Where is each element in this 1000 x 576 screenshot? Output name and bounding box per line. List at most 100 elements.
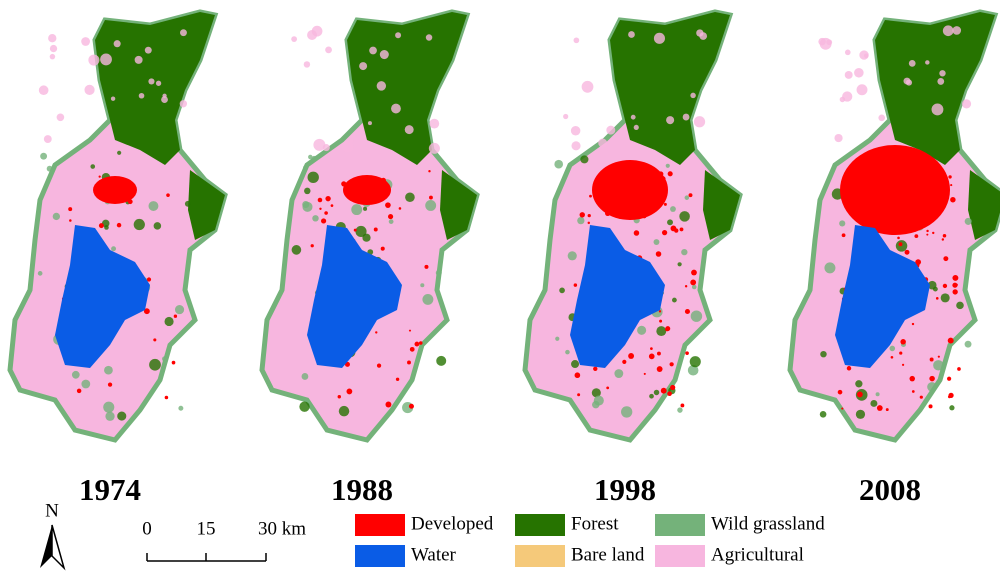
developed-patch [606,386,610,390]
developed-patch [660,176,666,181]
patch [90,164,96,169]
patch [52,212,61,221]
developed-patch [325,195,331,202]
patch [49,53,56,60]
developed-patch [577,393,581,397]
patch [341,140,354,153]
developed-patch [688,193,693,198]
legend-swatch [515,545,565,567]
developed-patch [414,341,420,347]
patch [682,113,690,121]
patch [854,67,864,78]
developed-area [93,176,137,204]
developed-patch [950,197,956,203]
patch [40,152,48,160]
patch [363,206,368,211]
patch [144,46,152,54]
developed-patch [429,195,433,200]
patch [653,239,660,245]
lake [570,225,665,368]
patch [308,154,313,160]
developed-area [592,160,668,220]
developed-patch [931,204,935,207]
patch [148,201,159,212]
patch [940,293,950,303]
developed-patch [670,384,676,391]
land-use-map: 1998 [522,9,743,507]
patch [311,155,317,161]
patch [81,37,91,46]
developed-patch [635,200,639,204]
lake [55,225,150,368]
patch [46,165,53,172]
patch [56,113,65,122]
developed-patch [324,211,328,215]
developed-patch [901,363,905,366]
patch [939,70,946,77]
patch [834,133,843,143]
developed-patch [915,259,922,266]
patch [303,165,308,170]
developed-patch [865,169,870,175]
patch [325,46,332,54]
developed-patch [856,391,863,398]
developed-patch [587,221,591,225]
legend-label: Water [411,544,457,565]
developed-patch [947,376,952,381]
patch [38,85,49,96]
developed-patch [948,175,952,179]
patch [359,62,368,71]
developed-patch [573,283,578,287]
year-label: 2008 [859,472,921,507]
forest-area [95,12,215,165]
patch [351,204,363,216]
developed-patch [346,388,353,395]
patch [565,349,570,355]
patch [420,283,425,288]
developed-patch [398,207,402,210]
patch [138,92,145,99]
developed-patch [658,171,664,177]
patch [338,405,350,417]
developed-patch [841,233,846,238]
patch [153,222,162,230]
patch [425,34,433,41]
patch [693,116,706,128]
developed-patch [879,207,883,210]
developed-patch [320,218,327,224]
patch [428,142,440,154]
developed-patch [867,196,873,202]
developed-patch [663,202,667,206]
developed-patch [865,184,869,188]
patch [649,393,654,399]
developed-patch [952,289,958,295]
legend-label: Wild grassland [711,513,825,534]
developed-patch [658,310,662,313]
year-label: 1974 [79,472,141,507]
developed-patch [941,238,945,241]
patch [964,217,972,225]
developed-patch [885,214,890,219]
scale-label: 30 km [258,518,306,539]
developed-patch [418,341,423,345]
developed-patch [385,202,391,208]
legend-swatch [355,514,405,536]
developed-patch [886,196,892,202]
developed-patch [380,177,386,183]
developed-patch [317,197,323,203]
developed-patch [938,175,943,179]
maps: 1974 1988 1998 2008 [7,9,1000,507]
developed-patch [599,203,604,208]
patch [839,220,846,227]
developed-patch [664,194,667,197]
developed-patch [173,314,178,318]
patch [606,125,616,135]
developed-patch [670,225,677,232]
developed-patch [690,279,697,286]
patch [580,155,589,164]
developed-patch [929,357,934,362]
patch [367,121,372,126]
developed-patch [594,179,600,186]
patch [113,40,121,48]
